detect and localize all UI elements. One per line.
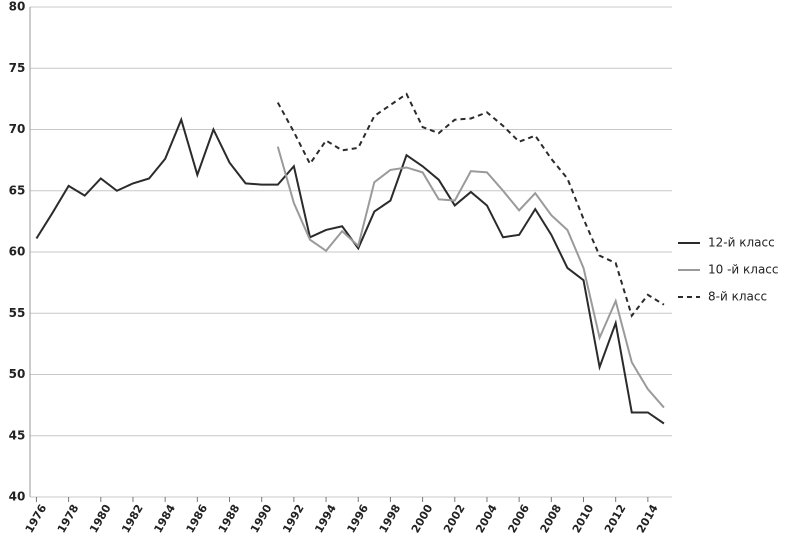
x-tick-label: 2004 — [473, 502, 500, 535]
y-tick-label: 50 — [9, 367, 26, 381]
x-tick-label: 1984 — [151, 502, 178, 535]
y-tick-label: 80 — [9, 0, 26, 14]
x-tick-label: 1986 — [184, 502, 211, 535]
legend-label: 12-й класс — [708, 236, 775, 250]
x-tick-label: 2012 — [602, 502, 629, 535]
x-tick-label: 1998 — [377, 502, 404, 535]
x-tick-label: 1978 — [55, 502, 82, 535]
x-tick-label: 1982 — [119, 502, 146, 535]
y-tick-label: 55 — [9, 306, 26, 320]
y-tick-label: 45 — [9, 428, 26, 442]
x-tick-label: 2002 — [441, 502, 468, 535]
x-tick-label: 2000 — [409, 502, 436, 535]
y-tick-label: 70 — [9, 122, 26, 136]
x-tick-label: 1992 — [280, 502, 307, 535]
x-tick-label: 1976 — [23, 502, 50, 535]
legend-label: 10 -й класс — [708, 263, 779, 277]
x-tick-label: 1988 — [216, 502, 243, 535]
line-series — [276, 92, 665, 318]
y-tick-label: 65 — [9, 183, 26, 197]
x-tick-label: 1980 — [87, 502, 114, 535]
x-tick-label: 2014 — [634, 502, 661, 535]
y-tick-label: 60 — [9, 245, 26, 259]
legend-label: 8-й класс — [708, 290, 767, 304]
x-tick-label: 1996 — [345, 502, 372, 535]
line-series — [276, 146, 665, 409]
x-tick-label: 1990 — [248, 502, 275, 535]
x-tick-label: 2006 — [505, 502, 532, 535]
x-tick-label: 2010 — [570, 502, 597, 535]
x-tick-label: 2008 — [538, 502, 565, 535]
y-tick-label: 40 — [9, 490, 26, 504]
x-tick-label: 1994 — [312, 502, 339, 535]
line-series — [35, 116, 665, 425]
y-tick-label: 75 — [9, 61, 26, 75]
